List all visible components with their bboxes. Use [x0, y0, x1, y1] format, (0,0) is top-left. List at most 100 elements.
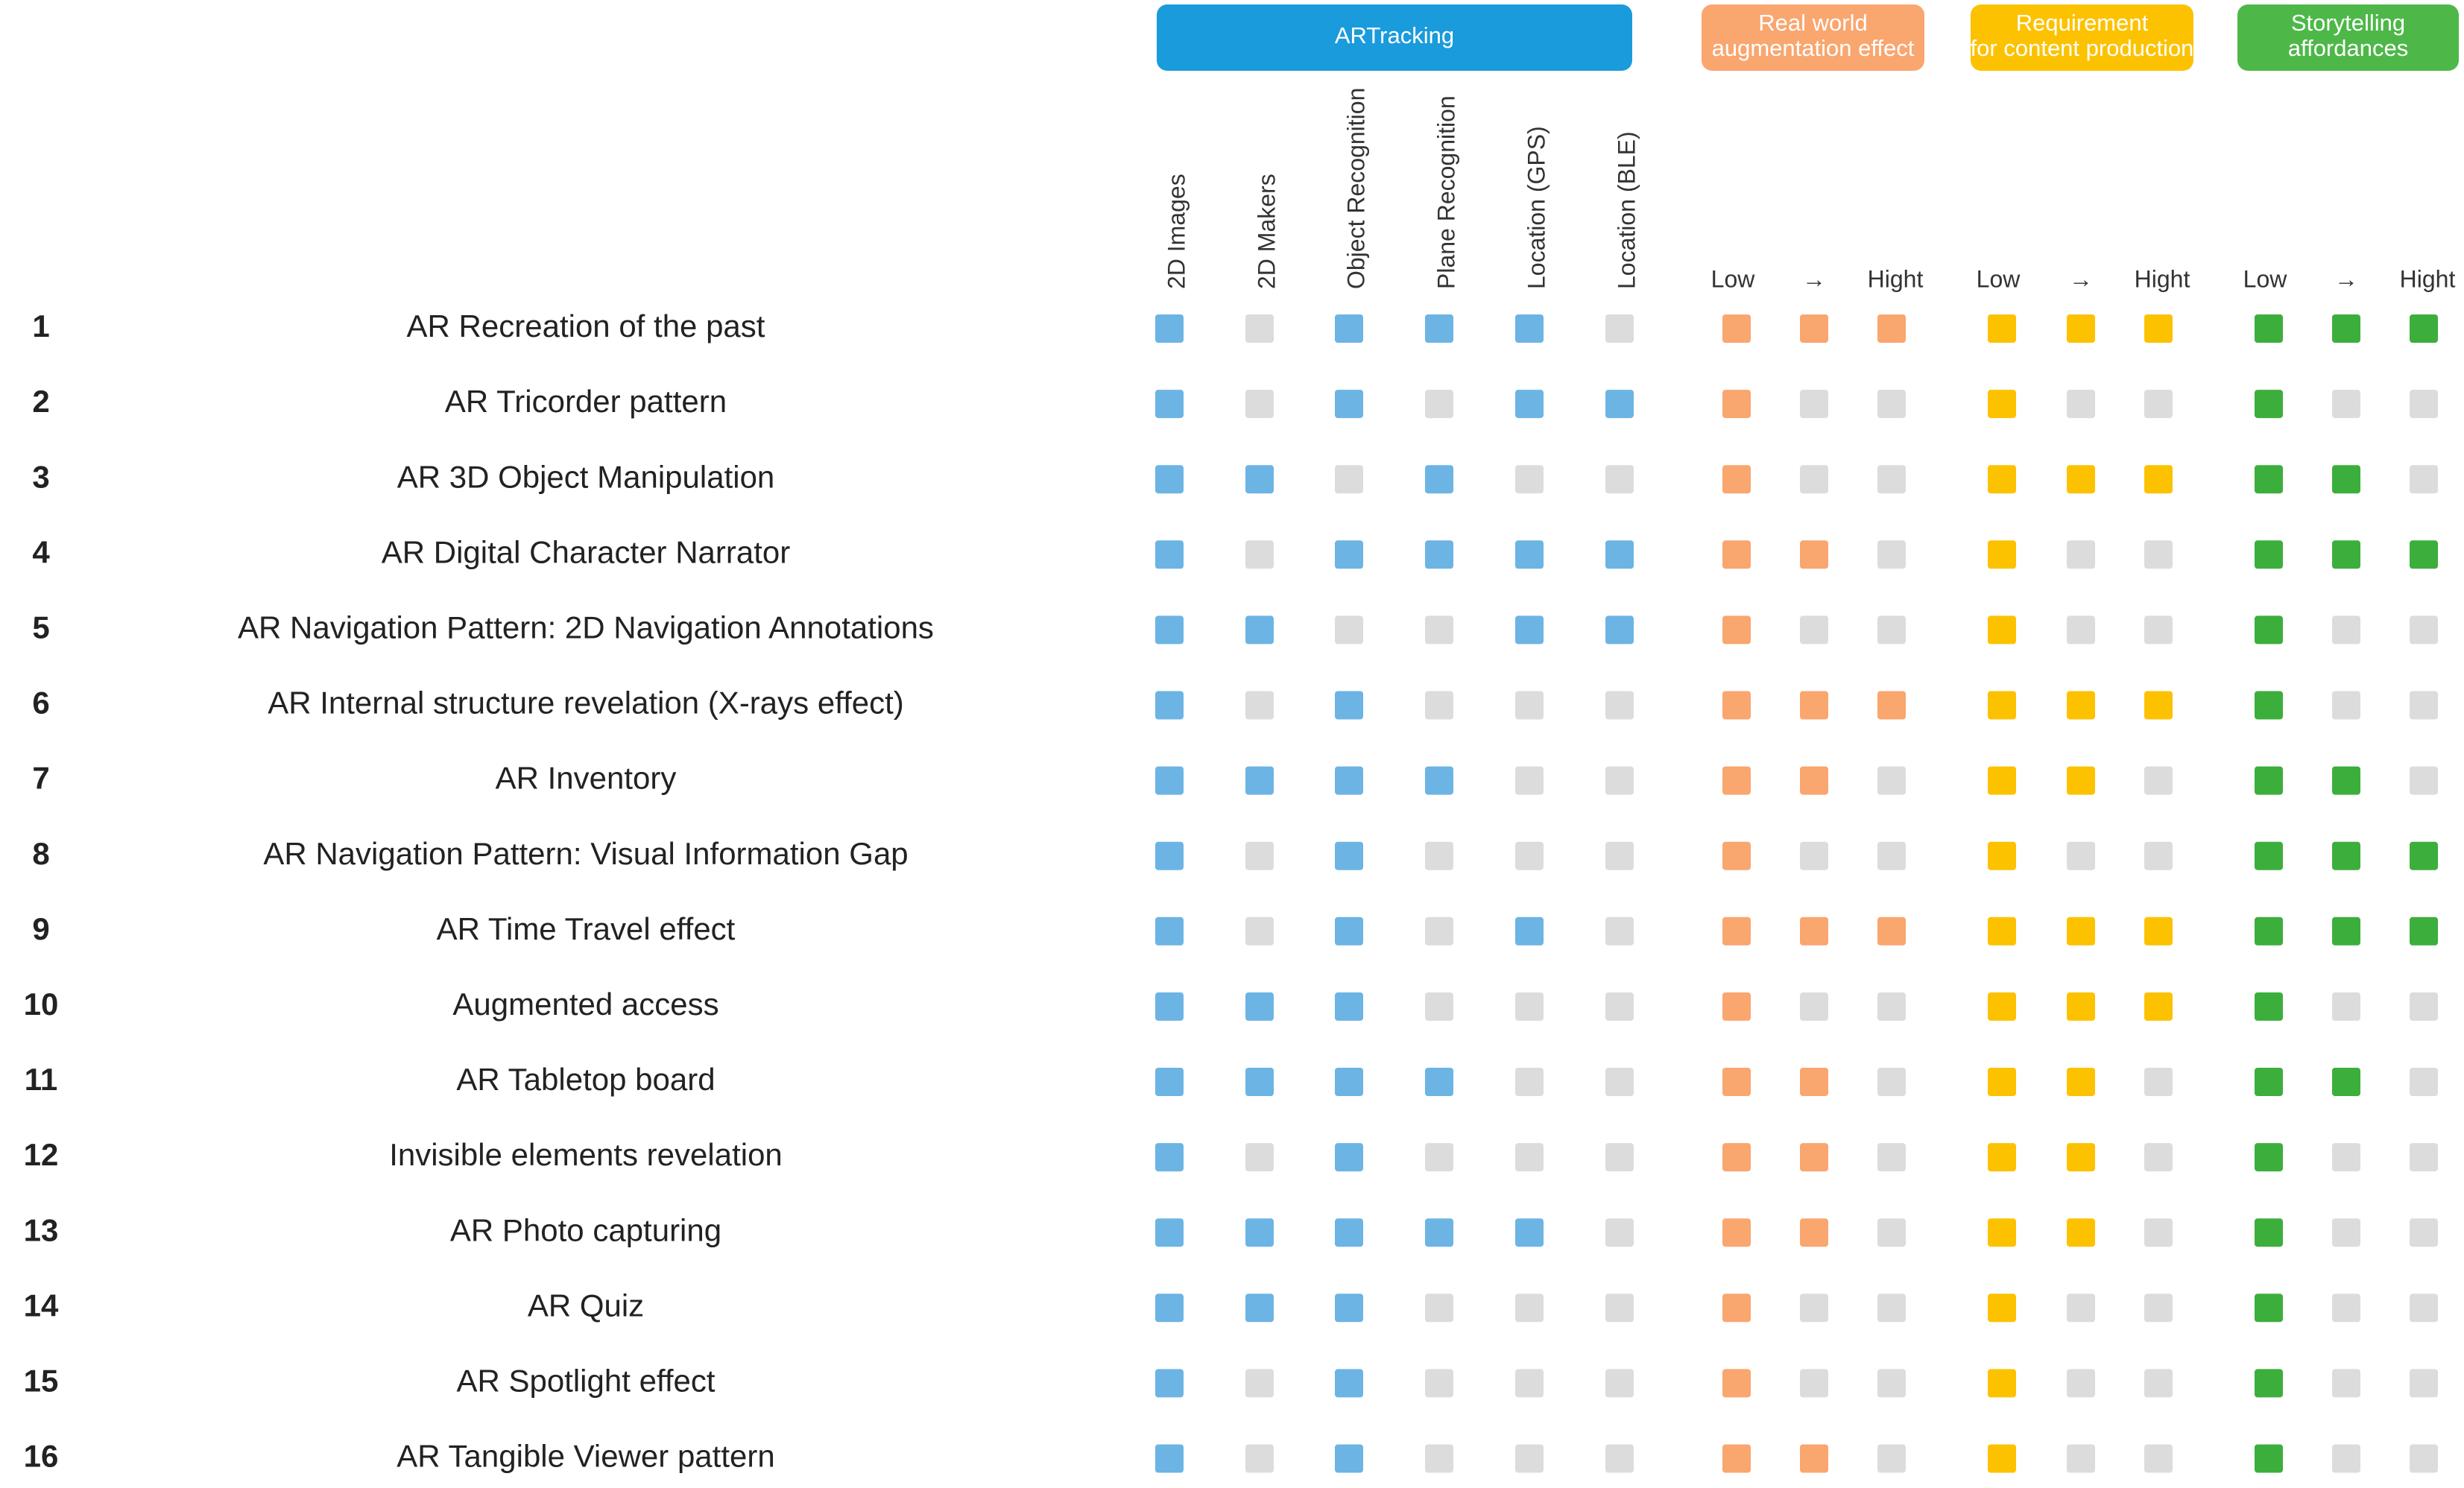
- cell-marker: [1988, 992, 2016, 1021]
- cell-marker: [2144, 1294, 2173, 1323]
- cell-marker: [2332, 1294, 2360, 1323]
- cell-marker: [1425, 1218, 1453, 1247]
- cell-marker: [2144, 390, 2173, 419]
- cell-marker: [1722, 314, 1751, 343]
- cell-marker: [1800, 540, 1828, 569]
- cell-marker: [1515, 1143, 1544, 1172]
- cell-marker: [1425, 465, 1453, 494]
- cell-marker: [1877, 1294, 1906, 1323]
- cell-marker: [2255, 1369, 2283, 1398]
- cell-marker: [1605, 916, 1634, 946]
- cell-marker: [1877, 766, 1906, 795]
- cell-marker: [1425, 1294, 1453, 1323]
- cell-marker: [1515, 766, 1544, 795]
- cell-marker: [1335, 1369, 1363, 1398]
- cell-marker: [1988, 615, 2016, 645]
- cell-marker: [1722, 841, 1751, 870]
- cell-marker: [2255, 540, 2283, 569]
- cell-marker: [2067, 916, 2095, 946]
- cell-marker: [2067, 691, 2095, 720]
- cell-marker: [2332, 540, 2360, 569]
- row-name: AR Spotlight effect: [456, 1363, 715, 1398]
- row-name: AR Photo capturing: [450, 1212, 721, 1247]
- cell-marker: [1155, 390, 1184, 419]
- cell-marker: [1335, 540, 1363, 569]
- cell-marker: [2144, 540, 2173, 569]
- column-label: Location (GPS): [1523, 126, 1550, 289]
- cell-marker: [1245, 1143, 1274, 1172]
- row-number: 13: [24, 1212, 59, 1247]
- cell-marker: [2255, 841, 2283, 870]
- row-name: AR Recreation of the past: [407, 308, 765, 343]
- cell-marker: [2332, 1444, 2360, 1473]
- cell-marker: [1335, 1143, 1363, 1172]
- group-title: Requirement: [2016, 10, 2149, 36]
- cell-marker: [1800, 766, 1828, 795]
- cell-marker: [1245, 1068, 1274, 1096]
- cell-marker: [1988, 314, 2016, 343]
- cell-marker: [2332, 615, 2360, 645]
- cell-marker: [2410, 1444, 2438, 1473]
- cell-marker: [1988, 465, 2016, 494]
- cell-marker: [1155, 1444, 1184, 1473]
- cell-marker: [1155, 615, 1184, 645]
- cell-marker: [1245, 615, 1274, 645]
- cell-marker: [1800, 314, 1828, 343]
- group-header: [1971, 4, 2193, 71]
- cell-marker: [1605, 1143, 1634, 1172]
- cell-marker: [1988, 1218, 2016, 1247]
- cell-marker: [1425, 314, 1453, 343]
- row-name: AR Tangible Viewer pattern: [397, 1439, 774, 1474]
- cell-marker: [2332, 992, 2360, 1021]
- cell-marker: [2255, 1294, 2283, 1323]
- cell-marker: [1800, 465, 1828, 494]
- scale-label: Low: [1711, 265, 1756, 292]
- cell-marker: [1722, 1068, 1751, 1096]
- cell-marker: [1877, 916, 1906, 946]
- cell-marker: [1335, 1218, 1363, 1247]
- group-header: [2237, 4, 2459, 71]
- cell-marker: [1605, 1294, 1634, 1323]
- cell-marker: [1425, 1068, 1453, 1096]
- row-number: 12: [24, 1137, 59, 1172]
- cell-marker: [2144, 1444, 2173, 1473]
- cell-marker: [2067, 766, 2095, 795]
- cell-marker: [2410, 1369, 2438, 1398]
- cell-marker: [1722, 465, 1751, 494]
- cell-marker: [2067, 1143, 2095, 1172]
- cell-marker: [1425, 916, 1453, 946]
- cell-marker: [2144, 766, 2173, 795]
- cell-marker: [1605, 691, 1634, 720]
- cell-marker: [1877, 691, 1906, 720]
- row-number: 15: [24, 1363, 59, 1398]
- row-name: AR 3D Object Manipulation: [397, 459, 775, 494]
- cell-marker: [1245, 465, 1274, 494]
- cell-marker: [2255, 1218, 2283, 1247]
- cell-marker: [1988, 1068, 2016, 1096]
- cell-marker: [1605, 1218, 1634, 1247]
- row-number: 14: [24, 1288, 59, 1323]
- cell-marker: [1605, 841, 1634, 870]
- row-number: 2: [32, 384, 49, 419]
- cell-marker: [1245, 390, 1274, 419]
- row-name: AR Time Travel effect: [437, 911, 736, 946]
- row-number: 11: [25, 1062, 57, 1097]
- cell-marker: [1335, 1444, 1363, 1473]
- cell-marker: [1335, 916, 1363, 946]
- cell-marker: [2144, 1369, 2173, 1398]
- cell-marker: [2144, 916, 2173, 946]
- column-label: Location (BLE): [1613, 131, 1640, 289]
- cell-marker: [2067, 390, 2095, 419]
- cell-marker: [2410, 1294, 2438, 1323]
- cell-marker: [1245, 540, 1274, 569]
- cell-marker: [1515, 841, 1544, 870]
- cell-marker: [1722, 1218, 1751, 1247]
- cell-marker: [1155, 314, 1184, 343]
- cell-marker: [1335, 615, 1363, 645]
- cell-marker: [2144, 841, 2173, 870]
- cell-marker: [2144, 691, 2173, 720]
- row-number: 4: [32, 534, 50, 569]
- cell-marker: [2410, 916, 2438, 946]
